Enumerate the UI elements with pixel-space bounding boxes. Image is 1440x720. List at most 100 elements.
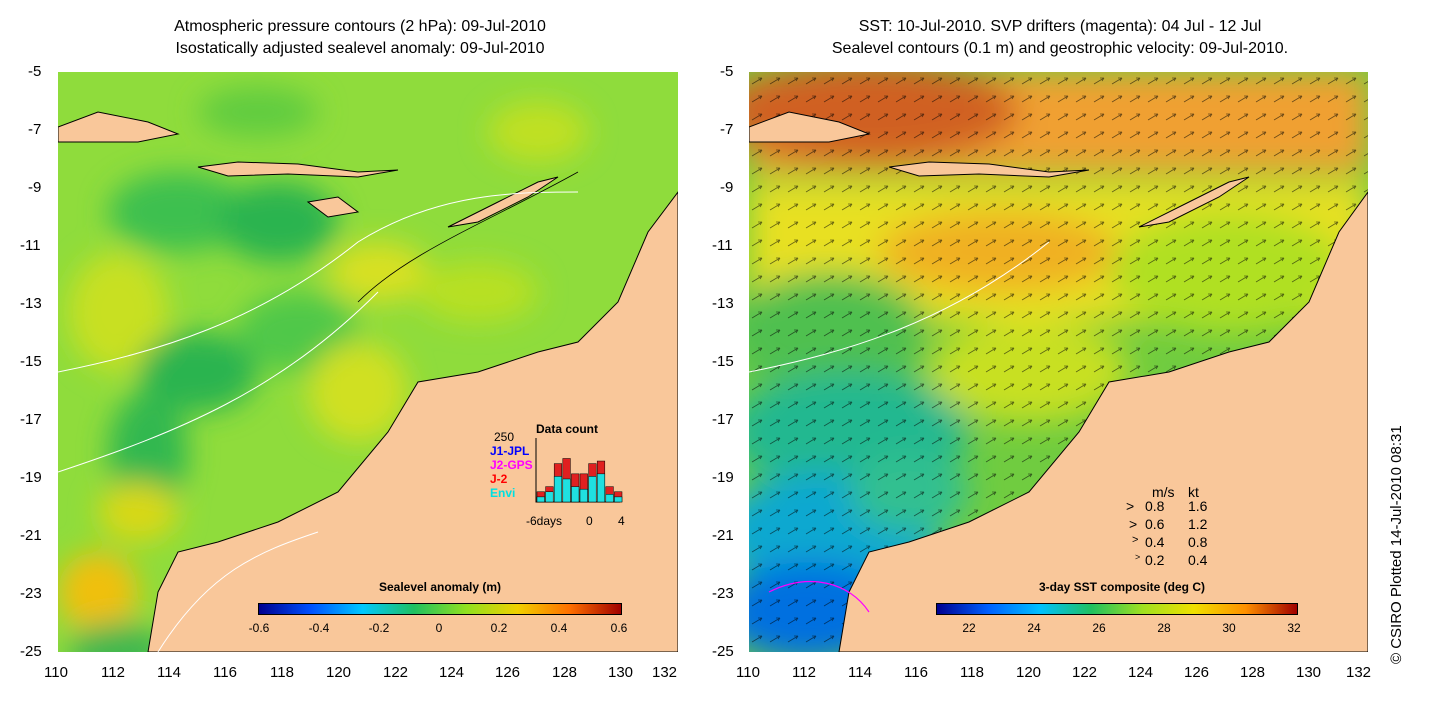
speed-arrow-icon: > — [1132, 534, 1139, 546]
legend-j2-gps: J2-GPS — [490, 458, 533, 472]
left-x-tick: 130 — [608, 664, 634, 681]
right-x-tick: 126 — [1184, 664, 1210, 681]
right-y-tick: -23 — [712, 585, 734, 602]
left-y-tick: -19 — [20, 469, 42, 486]
speed-arrow-icon: > — [1126, 498, 1135, 514]
left-y-tick: -17 — [20, 411, 42, 428]
right-y-tick: -9 — [720, 179, 734, 196]
left-y-tick: -23 — [20, 585, 42, 602]
right-title-line1: SST: 10-Jul-2010. SVP drifters (magenta)… — [858, 18, 1262, 35]
sst-field — [749, 72, 1368, 652]
right-title-line2: Sealevel contours (0.1 m) and geostrophi… — [831, 40, 1289, 57]
sumbawa-island — [888, 161, 1090, 178]
sealevel-anomaly-map — [58, 72, 678, 652]
timor-island — [1138, 176, 1250, 228]
left-y-tick: -9 — [28, 179, 42, 196]
right-colorbar-label: 30 — [1222, 621, 1236, 635]
sealevel-colorbar — [258, 603, 622, 615]
right-colorbar-label: 32 — [1287, 621, 1301, 635]
right-x-tick: 112 — [792, 664, 816, 681]
left-y-tick: -11 — [20, 237, 41, 254]
speed-arrow-icon: > — [1129, 516, 1138, 532]
speed-scale-kt: 1.2 — [1188, 516, 1208, 532]
left-colorbar-label: -0.4 — [308, 621, 330, 635]
inset-x-label: -6days — [526, 514, 563, 528]
left-x-tick: 110 — [44, 664, 68, 681]
data-count-bars — [535, 438, 623, 503]
inset-title: Data count — [536, 422, 599, 436]
right-x-tick: 122 — [1072, 664, 1098, 681]
left-colorbar-title: Sealevel anomaly (m) — [378, 580, 502, 594]
plot-credit: © CSIRO Plotted 14-Jul-2010 08:31 — [1388, 425, 1405, 664]
inset-bar-envi — [545, 491, 554, 503]
right-x-tick: 110 — [736, 664, 760, 681]
inset-bar-envi — [536, 496, 545, 503]
left-x-tick: 122 — [383, 664, 409, 681]
left-colorbar-label: 0.2 — [490, 621, 508, 635]
sumba-island — [306, 196, 360, 218]
inset-bar-envi — [596, 473, 606, 503]
inset-bar-envi — [571, 486, 580, 503]
australia-landmass — [838, 191, 1368, 652]
sealevel-anomaly-field — [58, 72, 678, 652]
sst-colorbar — [936, 603, 1298, 615]
data-count-inset: Data count 250 J1-JPL J2-GPS J-2 Envi -6… — [490, 420, 640, 530]
speed-arrow-icon: > — [1135, 552, 1141, 562]
inset-bar-envi — [579, 488, 588, 503]
left-y-tick: -13 — [20, 295, 42, 312]
right-x-tick: 118 — [960, 664, 984, 681]
left-x-tick: 112 — [101, 664, 125, 681]
speed-scale-header-kt: kt — [1188, 484, 1199, 500]
right-y-tick: -11 — [712, 237, 733, 254]
right-y-tick: -25 — [712, 643, 734, 660]
legend-j1-jpl: J1-JPL — [490, 444, 530, 458]
right-colorbar-label: 24 — [1027, 621, 1041, 635]
right-x-tick: 128 — [1240, 664, 1266, 681]
left-x-tick: 128 — [552, 664, 578, 681]
inset-max-label: 250 — [494, 430, 515, 444]
right-colorbar-label: 22 — [962, 621, 976, 635]
left-x-tick: 116 — [213, 664, 237, 681]
right-x-tick: 130 — [1296, 664, 1322, 681]
right-colorbar-title: 3-day SST composite (deg C) — [1038, 580, 1206, 594]
inset-bar-envi — [562, 478, 571, 503]
speed-scale-ms: 0.4 — [1145, 534, 1165, 550]
legend-envi: Envi — [490, 486, 516, 500]
sst-map — [749, 72, 1368, 652]
left-y-tick: -5 — [28, 63, 42, 80]
timor-island — [447, 176, 559, 228]
inset-bar-envi — [553, 476, 563, 503]
java-island — [749, 111, 871, 143]
right-colorbar-label: 26 — [1092, 621, 1106, 635]
right-y-tick: -7 — [720, 121, 734, 138]
right-x-tick: 114 — [848, 664, 872, 681]
left-colorbar-label: 0 — [435, 621, 443, 635]
right-x-tick: 116 — [904, 664, 928, 681]
left-y-tick: -25 — [20, 643, 42, 660]
right-y-tick: -13 — [712, 295, 734, 312]
left-x-tick: 132 — [652, 664, 678, 681]
right-x-tick: 120 — [1016, 664, 1042, 681]
left-colorbar-label: -0.2 — [368, 621, 390, 635]
left-y-tick: -21 — [20, 527, 42, 544]
right-x-tick: 132 — [1346, 664, 1372, 681]
left-colorbar-label: 0.6 — [610, 621, 628, 635]
left-x-tick: 114 — [157, 664, 181, 681]
left-colorbar-label: -0.6 — [248, 621, 270, 635]
right-y-tick: -17 — [712, 411, 734, 428]
speed-scale-kt: 0.8 — [1188, 534, 1208, 550]
speed-scale-ms: 0.2 — [1145, 552, 1165, 568]
sumbawa-island — [197, 161, 399, 178]
left-y-tick: -7 — [28, 121, 42, 138]
right-y-tick: -19 — [712, 469, 734, 486]
left-x-tick: 124 — [439, 664, 465, 681]
legend-j-2: J-2 — [490, 472, 508, 486]
speed-scale-kt: 0.4 — [1188, 552, 1208, 568]
left-x-tick: 120 — [326, 664, 352, 681]
right-y-tick: -21 — [712, 527, 734, 544]
inset-x-label: 0 — [586, 514, 593, 528]
java-island — [58, 111, 180, 143]
left-x-tick: 126 — [495, 664, 521, 681]
speed-scale-ms: 0.6 — [1145, 516, 1165, 532]
left-y-tick: -15 — [20, 353, 42, 370]
